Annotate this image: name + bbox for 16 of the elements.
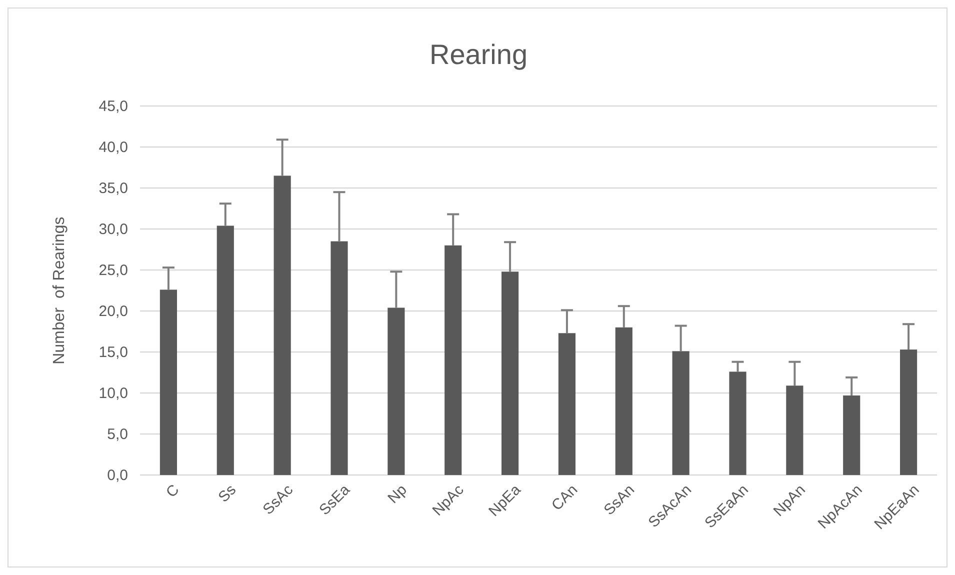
y-tick-label: 5,0 bbox=[107, 426, 128, 443]
y-tick-label: 30,0 bbox=[98, 220, 128, 238]
y-tick-label: 45,0 bbox=[98, 98, 128, 115]
y-tick-label: 15,0 bbox=[98, 344, 128, 361]
y-tick-label: 40,0 bbox=[98, 138, 128, 156]
y-tick-label: 25,0 bbox=[98, 262, 128, 279]
y-axis-title: Number of Rearings bbox=[51, 216, 68, 364]
x-tick-label: CAn bbox=[548, 481, 582, 514]
x-tick-label: Np bbox=[384, 481, 410, 507]
y-tick-label: 0,0 bbox=[107, 466, 128, 484]
chart-title: Rearing bbox=[429, 39, 528, 70]
y-tick-label: 35,0 bbox=[98, 180, 128, 197]
y-tick-label: 20,0 bbox=[98, 302, 128, 320]
x-tick-label: C bbox=[162, 481, 183, 502]
x-tick-label: Ss bbox=[215, 481, 240, 506]
y-tick-label: 10,0 bbox=[98, 384, 128, 402]
